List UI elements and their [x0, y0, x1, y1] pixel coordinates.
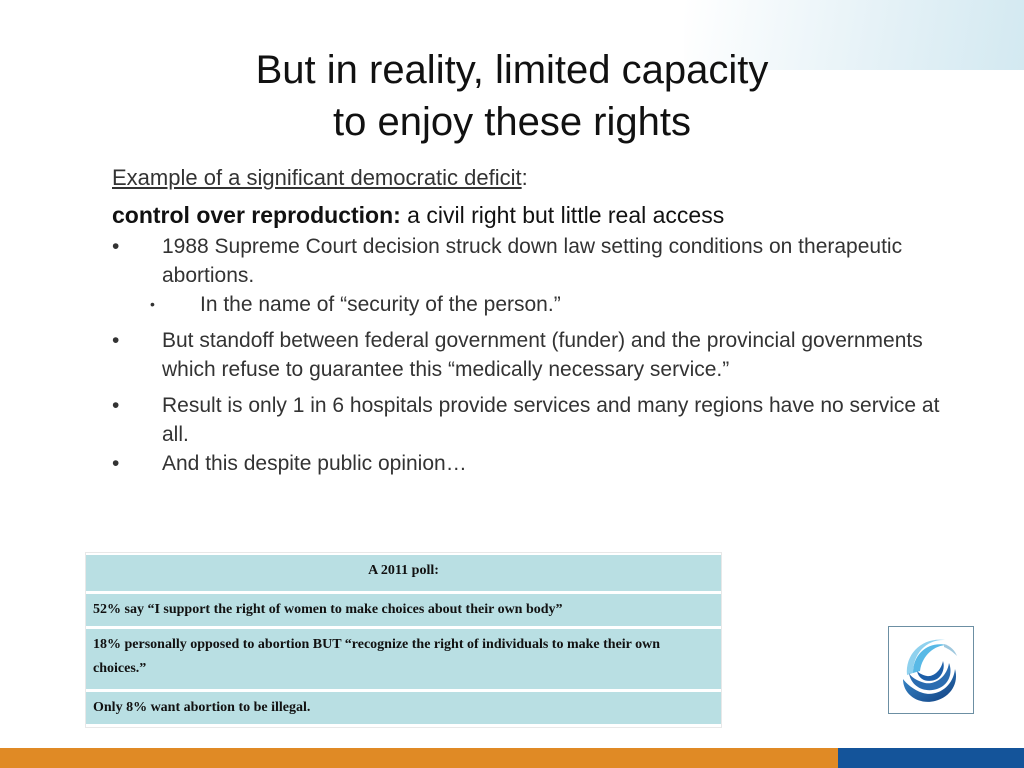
- bullet-dot: •: [112, 329, 120, 352]
- bullet-dot: •: [112, 394, 120, 417]
- footer-bar-blue: [838, 748, 1024, 768]
- bullet-item: • And this despite public opinion…: [112, 449, 942, 478]
- title-line-2: to enjoy these rights: [333, 100, 691, 144]
- footer-bar-orange: [0, 748, 838, 768]
- bullet-text: And this despite public opinion…: [162, 452, 467, 475]
- globe-swirl-icon: [903, 639, 957, 702]
- slide-body: Example of a significant democratic defi…: [112, 162, 942, 478]
- control-line: control over reproduction: a civil right…: [112, 198, 942, 232]
- poll-header: A 2011 poll:: [86, 555, 721, 592]
- poll-row: 52% say “I support the right of women to…: [86, 594, 721, 627]
- sub-bullet-item: • In the name of “security of the person…: [112, 290, 942, 319]
- poll-row: Only 8% want abortion to be illegal.: [86, 692, 721, 725]
- bullet-dot: •: [112, 452, 120, 475]
- example-suffix: :: [521, 165, 528, 190]
- bullet-dot: •: [150, 296, 155, 312]
- poll-row: 18% personally opposed to abortion BUT “…: [86, 629, 721, 690]
- table-row: Only 8% want abortion to be illegal.: [86, 692, 721, 725]
- table-row: 52% say “I support the right of women to…: [86, 594, 721, 627]
- bullet-dot: •: [112, 235, 120, 258]
- table-row: A 2011 poll:: [86, 555, 721, 592]
- bullet-item: • 1988 Supreme Court decision struck dow…: [112, 232, 942, 290]
- bullet-text: 1988 Supreme Court decision struck down …: [162, 235, 903, 287]
- bullet-text: In the name of “security of the person.”: [200, 293, 561, 316]
- example-label: Example of a significant democratic defi…: [112, 165, 522, 190]
- control-bold: control over reproduction:: [112, 202, 401, 228]
- example-line: Example of a significant democratic defi…: [112, 162, 942, 194]
- slide-title: But in reality, limited capacity to enjo…: [0, 44, 1024, 148]
- title-line-1: But in reality, limited capacity: [255, 48, 769, 92]
- corner-gradient: [684, 0, 1024, 70]
- logo: [888, 626, 974, 714]
- poll-table: A 2011 poll: 52% say “I support the righ…: [85, 552, 722, 728]
- bullet-text: Result is only 1 in 6 hospitals provide …: [162, 394, 940, 446]
- bullet-text: But standoff between federal government …: [162, 329, 923, 381]
- table-row: 18% personally opposed to abortion BUT “…: [86, 629, 721, 690]
- control-rest: a civil right but little real access: [400, 202, 725, 228]
- bullet-item: • Result is only 1 in 6 hospitals provid…: [112, 391, 942, 449]
- bullet-item: • But standoff between federal governmen…: [112, 326, 942, 384]
